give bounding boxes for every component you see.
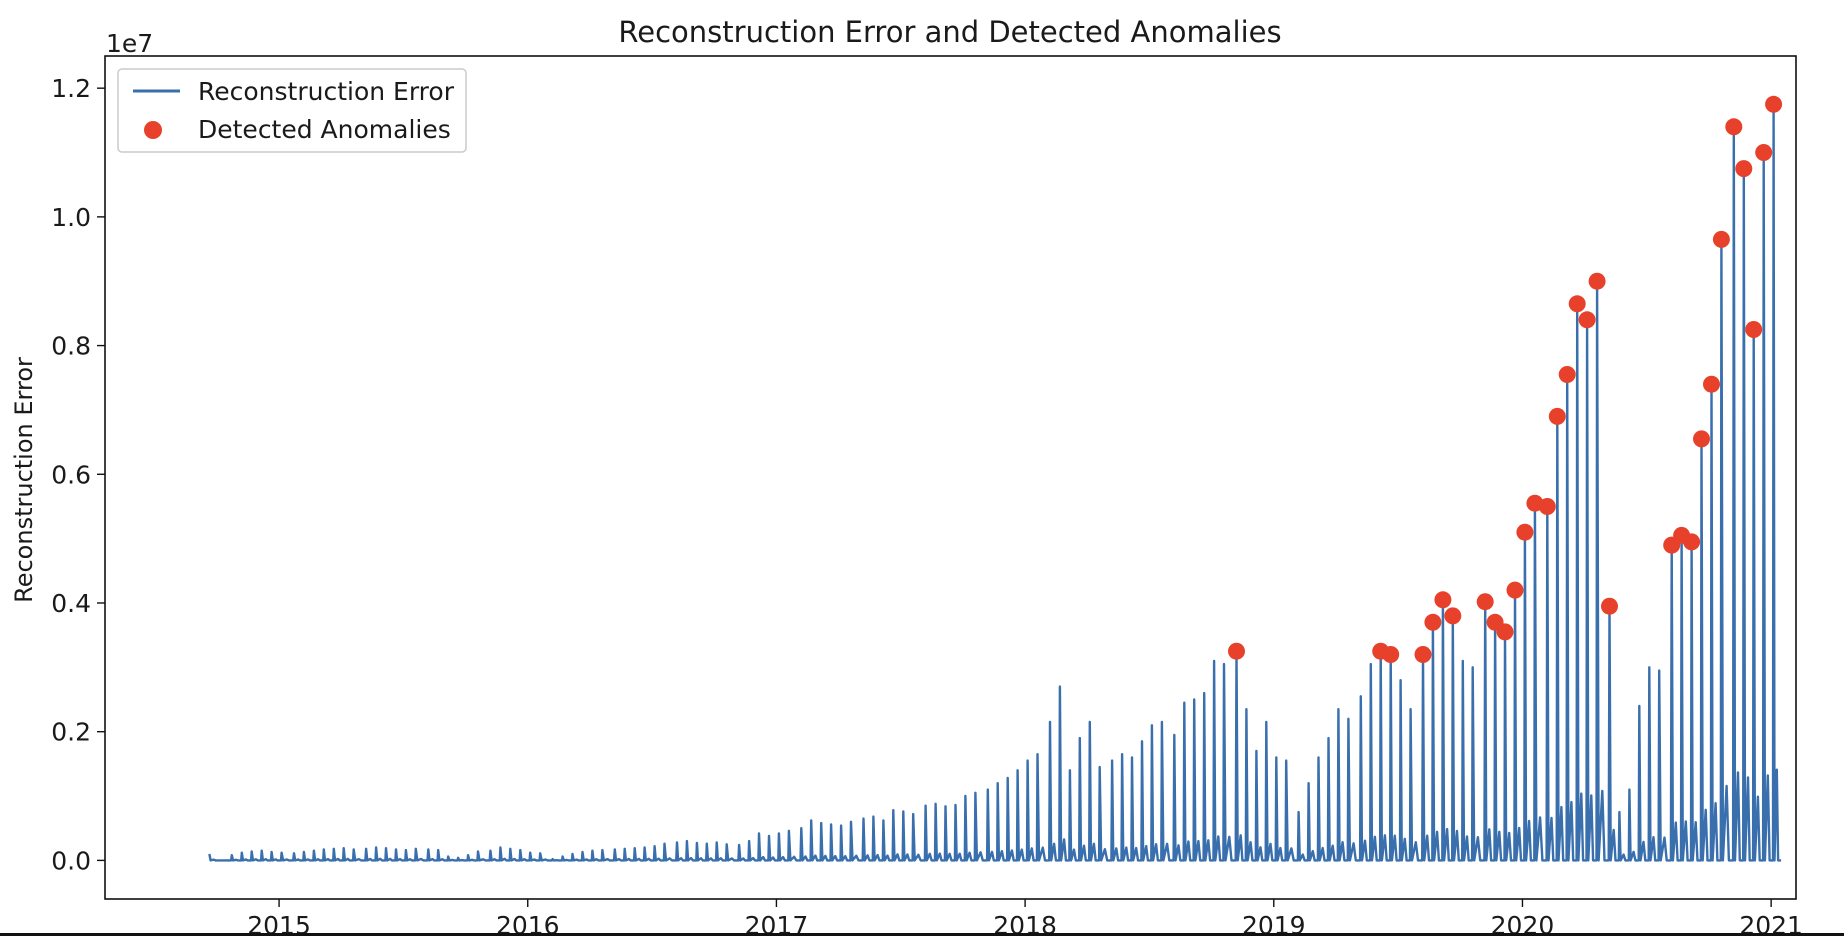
legend: Reconstruction Error Detected Anomalies: [117, 68, 467, 153]
anomaly-point: [1476, 593, 1494, 611]
anomaly-point: [1765, 95, 1783, 113]
y-axis-label: Reconstruction Error: [10, 357, 38, 603]
legend-label-detected-anomalies: Detected Anomalies: [198, 115, 451, 144]
anomaly-point: [1516, 523, 1534, 541]
anomaly-point: [1444, 607, 1462, 625]
anomaly-point: [1693, 430, 1710, 448]
anomaly-point: [1538, 498, 1556, 515]
anomaly-point: [1228, 642, 1245, 660]
chart-title: Reconstruction Error and Detected Anomal…: [618, 15, 1281, 49]
legend-swatch-marker: [144, 121, 162, 139]
anomaly-point: [1506, 581, 1524, 599]
y-axis-offset-label: 1e7: [106, 29, 153, 58]
anomaly-point: [1755, 144, 1773, 161]
bottom-divider: [0, 933, 1844, 936]
anomaly-point: [1601, 597, 1618, 615]
y-tick-label: 0.6: [51, 460, 91, 489]
y-tick-label: 0.0: [51, 846, 91, 875]
y-tick-label: 0.8: [51, 332, 91, 361]
anomaly-point: [1683, 533, 1701, 551]
anomaly-point: [1588, 272, 1606, 290]
anomaly-point: [1434, 591, 1452, 609]
anomaly-point: [1548, 407, 1566, 425]
legend-label-reconstruction-error: Reconstruction Error: [198, 77, 455, 106]
anomaly-point: [1558, 366, 1576, 383]
y-tick-label: 0.4: [51, 589, 91, 618]
anomaly-point: [1424, 613, 1442, 631]
y-tick-label: 0.2: [51, 718, 91, 747]
anomaly-point: [1725, 118, 1743, 136]
y-tick-label: 1.2: [51, 74, 91, 103]
anomaly-point: [1703, 375, 1720, 393]
anomaly-point: [1414, 646, 1432, 663]
anomaly-point: [1712, 230, 1730, 248]
anomaly-point: [1496, 623, 1514, 641]
y-tick-label: 1.0: [51, 203, 91, 232]
legend-box: [117, 68, 467, 153]
series-line-reconstruction-error: [208, 103, 1782, 862]
anomaly-point: [1382, 646, 1400, 663]
plot-frame: [104, 55, 1797, 900]
anomaly-point: [1578, 311, 1596, 329]
anomaly-point: [1745, 321, 1763, 338]
anomaly-point: [1568, 295, 1586, 313]
anomaly-point: [1735, 160, 1753, 178]
plot-data-area: [208, 103, 1782, 862]
y-axis-ticks: 0.0 0.2 0.4 0.6 0.8 1.0 1.2: [51, 74, 105, 875]
